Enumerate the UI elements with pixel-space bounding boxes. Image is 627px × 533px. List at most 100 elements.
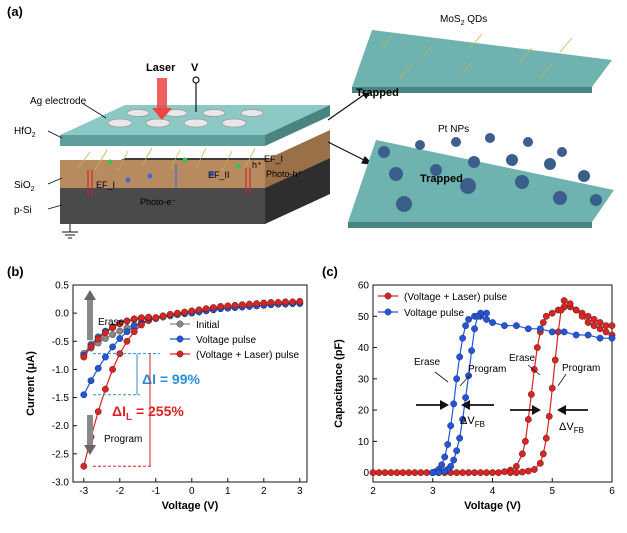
data-point [238, 301, 246, 309]
y-tick-label: -2.5 [52, 449, 70, 460]
hfo2-label: HfO2 [14, 126, 36, 139]
dvfb-arrow-head [440, 400, 449, 410]
data-point [560, 328, 568, 336]
qd-cluster [77, 147, 256, 172]
y-tick-label: 20 [358, 406, 370, 417]
program-arrow-shaft [87, 415, 93, 445]
data-point [447, 422, 455, 430]
data-point [513, 469, 520, 477]
data-point [524, 325, 532, 333]
data-point [253, 300, 261, 307]
data-point [109, 343, 117, 351]
sio2-layer-side [265, 130, 330, 188]
panel-a: (a) [7, 4, 614, 239]
data-point [123, 337, 131, 345]
y-tick-label: 0.5 [55, 281, 69, 292]
erase-annotation: Erase [414, 357, 441, 368]
layer-pointers [47, 102, 107, 210]
dvfb-annotation: ΔVFB [460, 415, 485, 429]
y-tick-label: -1.5 [52, 393, 70, 404]
data-point [495, 469, 502, 477]
sio2-label: SiO2 [14, 180, 35, 193]
data-point [462, 394, 470, 401]
data-point [145, 313, 153, 321]
sio2-layer-front [60, 160, 265, 188]
data-point [513, 322, 520, 330]
data-point [245, 300, 253, 308]
data-point [159, 312, 167, 320]
data-point [296, 297, 304, 305]
data-point [572, 306, 580, 314]
y-axis-label: Capacitance (pF) [333, 339, 345, 428]
panel-a-label: (a) [7, 4, 23, 19]
data-point [123, 317, 131, 325]
data-point [489, 319, 496, 326]
data-point [130, 328, 138, 336]
x-tick-label: 0 [189, 486, 195, 497]
data-point [116, 335, 124, 342]
photo-e-label: Photo-e⁻ [140, 197, 177, 207]
legend-label: Initial [196, 320, 219, 331]
y-tick-label: -0.5 [52, 337, 70, 348]
data-point [438, 461, 446, 469]
y-tick-label: 30 [358, 374, 370, 385]
data-point [87, 377, 95, 385]
dvfb-arrow-head [557, 405, 566, 415]
data-point [450, 456, 458, 464]
data-point [489, 469, 496, 477]
data-point [596, 334, 604, 342]
y-tick-label: 0.0 [55, 309, 69, 320]
data-point [441, 453, 449, 461]
erase-pointer [434, 371, 449, 383]
erase-pointer [527, 364, 541, 376]
data-point [483, 309, 490, 317]
data-point [462, 322, 470, 330]
data-point [459, 469, 467, 477]
data-point [468, 347, 475, 355]
legend-marker [176, 320, 184, 328]
x-tick-label: 1 [225, 486, 231, 497]
data-point [459, 416, 467, 423]
data-point [602, 328, 610, 336]
panel-b: (b) -3 -2 -1 0 1 2 3 0.5 0.0 -0.5 -1.0 -1.5 -2.0 -2.5… [7, 264, 308, 512]
data-point [450, 400, 458, 408]
data-point [483, 315, 490, 323]
data-point [557, 306, 565, 314]
data-point [548, 309, 556, 317]
photo-h-label: Photo-h⁺ [266, 169, 303, 179]
data-point [173, 309, 181, 317]
data-point [231, 301, 239, 309]
legend-marker [176, 350, 184, 358]
data-point [80, 391, 88, 399]
laser-beam [152, 78, 172, 120]
data-point [181, 308, 189, 316]
data-point [465, 469, 472, 477]
data-point [471, 325, 478, 333]
data-point [530, 366, 538, 373]
data-point [209, 304, 217, 311]
x-tick-label: 4 [490, 486, 496, 497]
data-point [542, 312, 550, 320]
data-point [572, 331, 580, 339]
program-arrow-head [84, 445, 96, 455]
data-point [521, 437, 529, 445]
ag-electrode-label: Ag electrode [30, 96, 87, 107]
data-point [375, 469, 383, 477]
trapped-label-2: Trapped [420, 173, 463, 185]
data-point [566, 300, 574, 308]
y-tick-label: -1.0 [52, 365, 70, 376]
device-stack [47, 76, 330, 239]
panel-b-label: (b) [7, 264, 24, 279]
data-point [130, 315, 138, 323]
data-point [602, 322, 610, 330]
data-point [578, 312, 586, 320]
data-point [80, 353, 88, 361]
hfo2-layer-side [265, 105, 330, 146]
data-point [596, 325, 604, 333]
dvfb-arrow-head [461, 400, 470, 410]
program-pointer [557, 373, 567, 387]
legend-label: Voltage pulse [404, 308, 464, 319]
program-annotation: Program [468, 364, 506, 375]
data-point [501, 468, 508, 476]
x-axis-label: Voltage (V) [464, 500, 521, 512]
